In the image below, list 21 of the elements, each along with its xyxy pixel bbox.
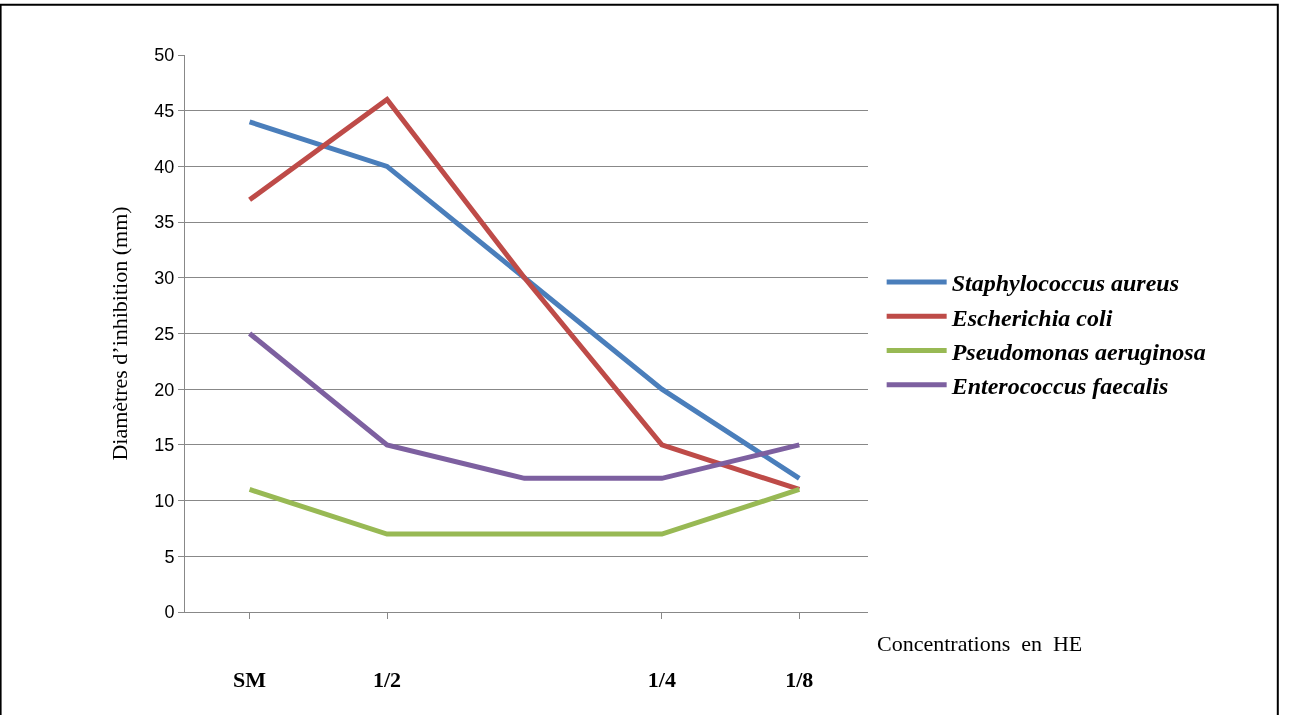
y-tick-label: 45 [154,101,175,121]
x-tick-label: SM [233,667,267,693]
y-axis-title: Diamètres d’inhibition (mm) [107,206,133,461]
y-tick-label: 35 [154,212,175,233]
x-axis-title: Concentrations en HE [877,631,1083,656]
x-tick-label: 1/4 [647,667,676,693]
y-tick-label: 5 [164,546,175,567]
legend-label: Staphylococcus aureus [951,270,1180,297]
y-tick-label: 10 [154,490,175,511]
y-tick-label: 0 [164,602,175,623]
y-tick-label: 40 [154,156,175,177]
y-tick-label: 25 [154,323,175,344]
y-tick-label: 15 [154,435,175,456]
y-tick-label: 20 [154,379,175,400]
legend-label: Pseudomonas aeruginosa [950,338,1206,365]
legend-label: Enterococcus faecalis [950,373,1169,400]
x-tick-label: 1/2 [372,667,402,693]
y-tick-label: 50 [154,45,175,66]
x-tick-label: 1/8 [785,667,814,693]
y-tick-label: 30 [154,268,175,289]
legend-label: Escherichia coli [950,304,1113,331]
